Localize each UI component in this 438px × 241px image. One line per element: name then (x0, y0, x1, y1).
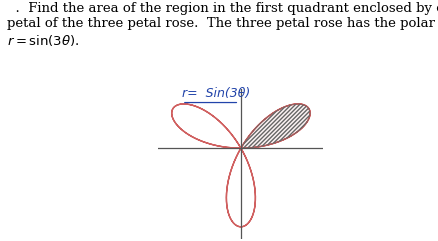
Text: r=  Sin(3θ): r= Sin(3θ) (182, 87, 250, 100)
Text: .  Find the area of the region in the first quadrant enclosed by one
petal of th: . Find the area of the region in the fir… (7, 2, 438, 48)
Polygon shape (241, 104, 310, 148)
